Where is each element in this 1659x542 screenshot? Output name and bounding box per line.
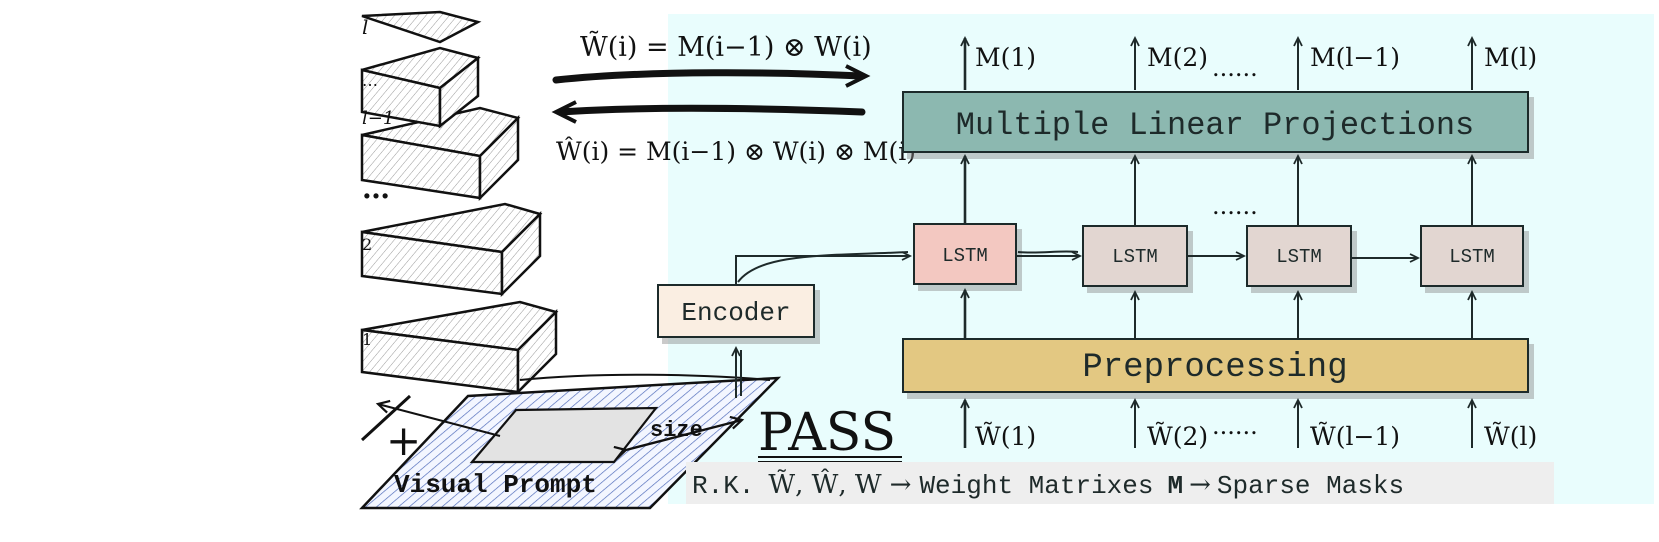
plus-sign: +	[386, 416, 421, 465]
stack-label-2: 2	[362, 235, 372, 254]
lstm-block-4	[1420, 225, 1524, 287]
projections-block	[902, 91, 1529, 153]
formula-backward: Ŵ(i) = M(i−1) ⊗ W(i) ⊗ M(i)	[556, 137, 916, 166]
weight-input-1: W̃(1)	[975, 422, 1036, 451]
formula-forward: W̃(i) = M(i−1) ⊗ W(i)	[580, 30, 872, 63]
mask-output-l: M(l)	[1484, 43, 1537, 72]
lstm-label-3: LSTM	[1276, 246, 1322, 268]
svg-text:Ŵ(i) = M(i−1) ⊗ W(i) ⊗ M(i): Ŵ(i) = M(i−1) ⊗ W(i) ⊗ M(i)	[556, 137, 916, 166]
mask-output-ellipsis: ......	[1212, 54, 1258, 82]
lstm-label-4: LSTM	[1449, 246, 1495, 268]
lstm-block-1	[913, 223, 1017, 285]
visual-prompt-plane	[359, 373, 782, 510]
weight-input-2: W̃(2)	[1147, 422, 1208, 451]
lstm-block-3	[1246, 225, 1352, 287]
mask-output-l-minus-1: M(l−1)	[1310, 43, 1400, 72]
layer-slab-2	[360, 202, 543, 298]
weight-input-l: W̃(l)	[1484, 422, 1537, 451]
encoder-label: Encoder	[681, 298, 790, 328]
layer-slab-5	[361, 10, 482, 44]
preprocessing-block	[902, 338, 1529, 393]
legend-bar	[686, 462, 1554, 504]
forward-arrow	[552, 69, 866, 84]
visual-prompt-label: Visual Prompt	[394, 470, 597, 500]
backward-arrow	[556, 104, 866, 116]
stack-label-l-minus-1: l−1	[362, 108, 394, 129]
legend-mask-text: Sparse Masks	[1217, 471, 1404, 501]
encoder-block	[657, 284, 815, 338]
preprocessing-label: Preprocessing	[1082, 349, 1347, 387]
connection-arrows	[731, 35, 1477, 448]
legend-weights-text: Weight Matrixes	[919, 471, 1153, 501]
lstm-label-2: LSTM	[1112, 246, 1158, 268]
projections-label: Multiple Linear Projections	[956, 107, 1474, 144]
legend-text: R.K. W̃, Ŵ, W → Weight Matrixes M → Sparse Mas…	[692, 468, 1404, 501]
legend-mask-symbol: M	[1168, 471, 1184, 501]
layer-stack: l … l−1 … 2 1	[360, 10, 559, 396]
legend-weights-symbols: W̃, Ŵ, W	[768, 468, 882, 500]
layer-slab-1	[360, 300, 559, 396]
size-label: size	[650, 418, 703, 443]
lstm-ellipsis: ......	[1212, 192, 1258, 220]
mask-output-1: M(1)	[975, 43, 1036, 72]
svg-text:W̃(i) = M(i−1) ⊗ W(i): W̃(i) = M(i−1) ⊗ W(i)	[580, 30, 872, 63]
mask-output-2: M(2)	[1147, 43, 1208, 72]
weight-input-ellipsis: ......	[1212, 412, 1258, 440]
stack-label-l: l	[362, 15, 368, 39]
weight-input-l-minus-1: W̃(l−1)	[1310, 422, 1400, 451]
legend-prefix: R.K.	[692, 471, 754, 501]
lstm-label-1: LSTM	[942, 245, 988, 267]
stack-label-dots-mid: …	[362, 172, 390, 205]
stack-label-1: 1	[362, 330, 372, 349]
layer-slab-4	[360, 46, 481, 129]
stack-label-dots-top: …	[362, 71, 378, 90]
pass-label: PASS	[758, 403, 896, 463]
